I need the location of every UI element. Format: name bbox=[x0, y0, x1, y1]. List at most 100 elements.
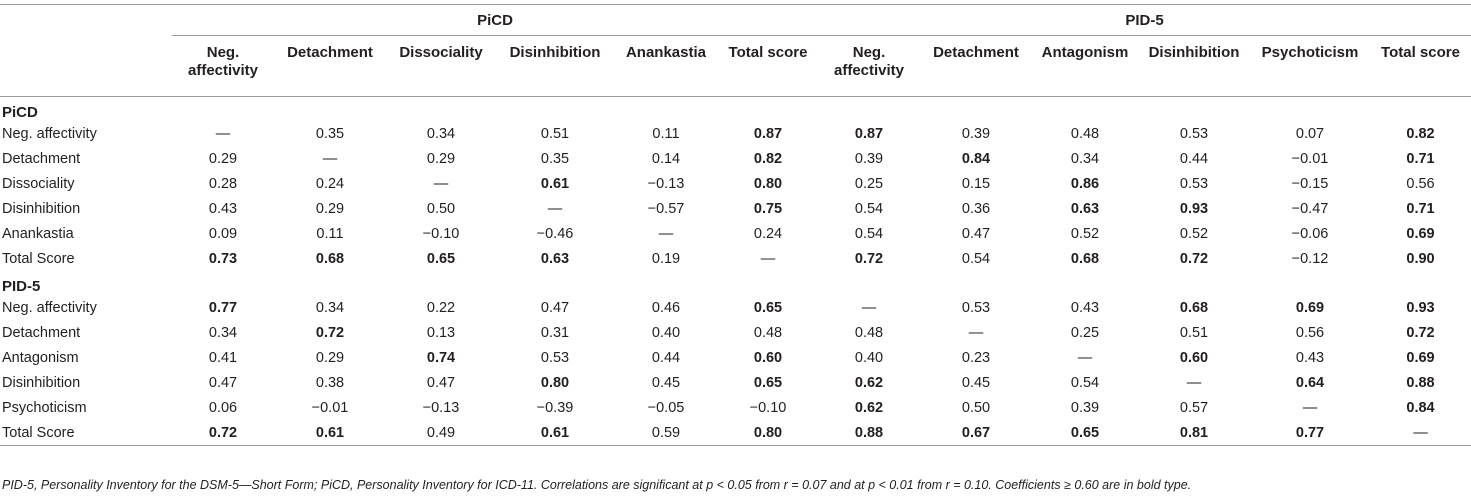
table-cell: 0.90 bbox=[1406, 250, 1435, 267]
table-cell: 0.77 bbox=[208, 299, 238, 316]
table-cell: 0.93 bbox=[1179, 200, 1209, 217]
table-cell: 0.43 bbox=[1070, 299, 1100, 316]
table-cell: 0.36 bbox=[961, 200, 991, 217]
table-cell: −0.01 bbox=[311, 399, 349, 416]
table-header: PiCD PID-5 Neg. affectivity Detachment Dis… bbox=[0, 4, 1471, 97]
table-row: Anankastia 0.09 0.11 −0.10 −0.46 — 0.24 0.54 0.4… bbox=[0, 221, 1471, 246]
table-cell: 0.29 bbox=[315, 200, 345, 217]
table-cell: 0.44 bbox=[651, 349, 681, 366]
table-cell: 0.23 bbox=[961, 349, 991, 366]
table-cell: 0.22 bbox=[426, 299, 456, 316]
table-cell: 0.43 bbox=[208, 200, 238, 217]
table-cell: 0.06 bbox=[208, 399, 238, 416]
table-row: Total Score 0.73 0.68 0.65 0.63 0.19 — 0.72 0.54… bbox=[0, 246, 1471, 271]
table-cell: 0.09 bbox=[208, 225, 238, 242]
table-cell: −0.47 bbox=[1291, 200, 1329, 217]
table-cell: 0.53 bbox=[1179, 175, 1209, 192]
table-cell: 0.61 bbox=[274, 420, 386, 446]
column-header-row: Neg. affectivity Detachment Dissociality Di… bbox=[0, 35, 1471, 97]
table-cell: 0.54 bbox=[854, 200, 884, 217]
table-cell: 0.69 bbox=[1295, 299, 1325, 316]
table-cell: 0.88 bbox=[818, 420, 920, 446]
table-cell: 0.53 bbox=[1179, 125, 1209, 142]
column-header: Disinhibition bbox=[496, 35, 614, 97]
table-cell: 0.68 bbox=[315, 250, 345, 267]
table-body: PiCD Neg. affectivity — 0.35 0.34 0.51 0.11 0.8… bbox=[0, 97, 1471, 446]
row-label: Disinhibition bbox=[2, 200, 81, 217]
column-header: Total score bbox=[718, 35, 818, 97]
table-cell: 0.59 bbox=[614, 420, 718, 446]
table-cell: 0.53 bbox=[540, 349, 570, 366]
table-cell: 0.65 bbox=[1032, 420, 1138, 446]
table-cell: — bbox=[968, 324, 984, 341]
table-row: Neg. affectivity — 0.35 0.34 0.51 0.11 0.87 0.8… bbox=[0, 121, 1471, 146]
table-cell: 0.47 bbox=[208, 374, 238, 391]
table-cell: — bbox=[215, 125, 231, 142]
table-row: Disinhibition 0.43 0.29 0.50 — −0.57 0.75 0.54 0… bbox=[0, 196, 1471, 221]
table-cell: 0.11 bbox=[316, 225, 344, 242]
table-cell: 0.41 bbox=[208, 349, 238, 366]
table-cell: 0.49 bbox=[386, 420, 496, 446]
correlation-table: PiCD PID-5 Neg. affectivity Detachment Dis… bbox=[0, 4, 1471, 446]
table-cell: 0.67 bbox=[920, 420, 1032, 446]
table-cell: 0.34 bbox=[208, 324, 238, 341]
section-title: PiCD bbox=[2, 104, 38, 121]
table-cell: 0.60 bbox=[1179, 349, 1209, 366]
table-cell: 0.71 bbox=[1406, 200, 1435, 217]
table-cell: 0.53 bbox=[961, 299, 991, 316]
table-cell: 0.35 bbox=[315, 125, 345, 142]
table-cell: 0.56 bbox=[1295, 324, 1325, 341]
table-cell: −0.10 bbox=[749, 399, 787, 416]
table-cell: 0.48 bbox=[753, 324, 783, 341]
row-label: Anankastia bbox=[2, 225, 74, 242]
table-cell: 0.72 bbox=[315, 324, 345, 341]
table-cell: 0.13 bbox=[426, 324, 456, 341]
table-cell: 0.69 bbox=[1406, 349, 1435, 366]
group-header-picd: PiCD bbox=[172, 5, 818, 36]
table-cell: −0.39 bbox=[536, 399, 574, 416]
section-header-row: PiCD bbox=[0, 97, 1471, 121]
table-cell: 0.39 bbox=[1070, 399, 1100, 416]
table-cell: 0.80 bbox=[718, 420, 818, 446]
table-row: Psychoticism 0.06 −0.01 −0.13 −0.39 −0.05 −0.1… bbox=[0, 395, 1471, 420]
table-cell: 0.71 bbox=[1406, 150, 1435, 167]
table-cell: 0.46 bbox=[651, 299, 681, 316]
table-row: Antagonism 0.41 0.29 0.74 0.53 0.44 0.60 0.40 0.… bbox=[0, 345, 1471, 370]
table-cell: 0.62 bbox=[854, 399, 884, 416]
row-label: Disinhibition bbox=[2, 374, 81, 391]
table-cell: — bbox=[658, 225, 674, 242]
table-cell: 0.15 bbox=[961, 175, 991, 192]
table-cell: 0.54 bbox=[854, 225, 884, 242]
table-cell: — bbox=[1302, 399, 1318, 416]
table-cell: 0.65 bbox=[753, 374, 783, 391]
table-cell: 0.69 bbox=[1406, 225, 1435, 242]
table-cell: 0.40 bbox=[854, 349, 884, 366]
table-cell: 0.48 bbox=[854, 324, 884, 341]
table-cell: 0.34 bbox=[315, 299, 345, 316]
table-cell: 0.48 bbox=[1070, 125, 1100, 142]
table-cell: — bbox=[322, 150, 338, 167]
table-cell: −0.57 bbox=[647, 200, 685, 217]
table-cell: 0.31 bbox=[540, 324, 570, 341]
table-cell: 0.34 bbox=[426, 125, 456, 142]
table-cell: 0.39 bbox=[854, 150, 884, 167]
table-cell: 0.73 bbox=[208, 250, 238, 267]
group-header-pid5: PID-5 bbox=[818, 5, 1471, 36]
table-cell: 0.87 bbox=[753, 125, 783, 142]
table-cell: 0.61 bbox=[540, 175, 570, 192]
column-header: Detachment bbox=[920, 35, 1032, 97]
table-cell: 0.82 bbox=[753, 150, 783, 167]
table-row: Dissociality 0.28 0.24 — 0.61 −0.13 0.80 0.25 0.… bbox=[0, 171, 1471, 196]
column-header: Neg. affectivity bbox=[172, 35, 274, 97]
row-label: Neg. affectivity bbox=[2, 125, 97, 142]
table-cell: −0.13 bbox=[422, 399, 460, 416]
table-cell: 0.25 bbox=[854, 175, 884, 192]
table-cell: 0.29 bbox=[208, 150, 238, 167]
row-label: Neg. affectivity bbox=[2, 299, 97, 316]
row-label: Detachment bbox=[2, 150, 81, 167]
table-cell: 0.50 bbox=[426, 200, 456, 217]
table-cell: 0.63 bbox=[540, 250, 570, 267]
table-cell: −0.12 bbox=[1291, 250, 1329, 267]
row-label: Total Score bbox=[2, 250, 75, 267]
table-cell: 0.29 bbox=[426, 150, 456, 167]
